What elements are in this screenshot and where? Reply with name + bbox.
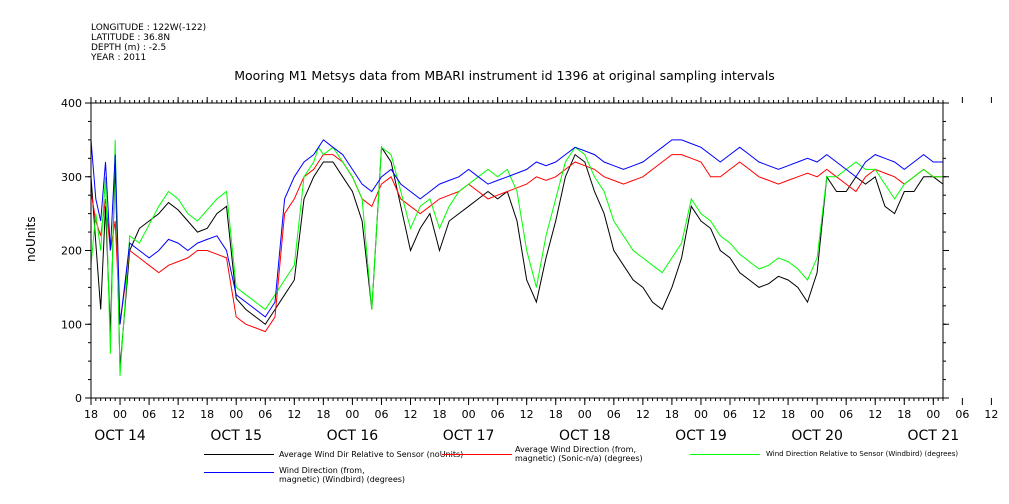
- x-tick-label-21: 00: [694, 408, 708, 421]
- x-tick-label-8: 18: [316, 408, 330, 421]
- series-line-1: [90, 154, 943, 333]
- x-tick-label-9: 00: [345, 408, 359, 421]
- legend-label-3: Wind Direction (from, magnetic) (Windbird…: [279, 466, 406, 484]
- x-tick-label-5: 00: [229, 408, 243, 421]
- legend-swatch-3: [204, 472, 274, 473]
- x-tick-label-13: 00: [462, 408, 476, 421]
- chart-title: Mooring M1 Metsys data from MBARI instru…: [234, 68, 775, 83]
- legend-swatch-2: [690, 454, 760, 455]
- y-tick-label-2: 200: [61, 245, 82, 258]
- x-tick-label-12: 18: [433, 408, 447, 421]
- x-tick-label-1: 00: [113, 408, 127, 421]
- series-line-3: [90, 139, 943, 325]
- x-tick-label-31: 12: [984, 408, 998, 421]
- y-tick-label-3: 300: [61, 171, 82, 184]
- y-tick-label-4: 400: [61, 97, 82, 110]
- x-tick-label-28: 18: [897, 408, 911, 421]
- x-tick-label-2: 06: [142, 408, 156, 421]
- x-tick-label-15: 12: [520, 408, 534, 421]
- legend-swatch-0: [204, 454, 274, 455]
- x-day-label-7: OCT 21: [908, 428, 960, 444]
- plot-frame: [90, 102, 944, 399]
- x-day-label-3: OCT 17: [443, 428, 495, 444]
- x-day-label-0: OCT 14: [94, 428, 146, 444]
- x-tick-label-29: 00: [926, 408, 940, 421]
- x-day-label-1: OCT 15: [210, 428, 262, 444]
- x-day-label-6: OCT 20: [791, 428, 843, 444]
- y-tick-label-0: 0: [75, 392, 82, 405]
- x-tick-label-0: 18: [84, 408, 98, 421]
- year-text: YEAR : 2011: [91, 53, 147, 63]
- x-tick-label-20: 18: [665, 408, 679, 421]
- x-tick-label-14: 06: [491, 408, 505, 421]
- x-tick-label-3: 12: [171, 408, 185, 421]
- x-tick-label-10: 06: [374, 408, 388, 421]
- x-tick-label-27: 12: [868, 408, 882, 421]
- x-tick-label-30: 06: [955, 408, 969, 421]
- x-tick-label-18: 06: [607, 408, 621, 421]
- x-tick-label-17: 00: [578, 408, 592, 421]
- legend-label-1: Average Wind Direction (from, magnetic) (…: [515, 445, 643, 463]
- x-tick-label-23: 12: [752, 408, 766, 421]
- x-tick-label-25: 00: [810, 408, 824, 421]
- legend-label-0: Average Wind Dir Relative to Sensor (noU…: [279, 450, 464, 459]
- legend-label-2: Wind Direction Relative to Sensor (Windb…: [766, 450, 959, 458]
- x-tick-label-19: 12: [636, 408, 650, 421]
- x-tick-label-6: 06: [258, 408, 272, 421]
- x-tick-label-4: 18: [200, 408, 214, 421]
- x-tick-label-16: 18: [549, 408, 563, 421]
- longitude-text: LONGITUDE : 122W(-122): [91, 23, 207, 33]
- x-tick-label-24: 18: [781, 408, 795, 421]
- x-tick-label-11: 12: [404, 408, 418, 421]
- depth-text: DEPTH (m) : -2.5: [91, 43, 167, 53]
- x-day-label-2: OCT 16: [327, 428, 379, 444]
- x-day-label-5: OCT 19: [675, 428, 727, 444]
- legend-swatch-1: [442, 454, 512, 455]
- series-line-0: [90, 145, 944, 369]
- series-line-2: [90, 139, 943, 376]
- x-tick-label-22: 06: [723, 408, 737, 421]
- x-tick-label-7: 12: [287, 408, 301, 421]
- y-tick-label-1: 100: [61, 318, 82, 331]
- x-tick-label-26: 06: [839, 408, 853, 421]
- latitude-text: LATITUDE : 36.8N: [91, 33, 171, 43]
- x-day-label-4: OCT 18: [559, 428, 611, 444]
